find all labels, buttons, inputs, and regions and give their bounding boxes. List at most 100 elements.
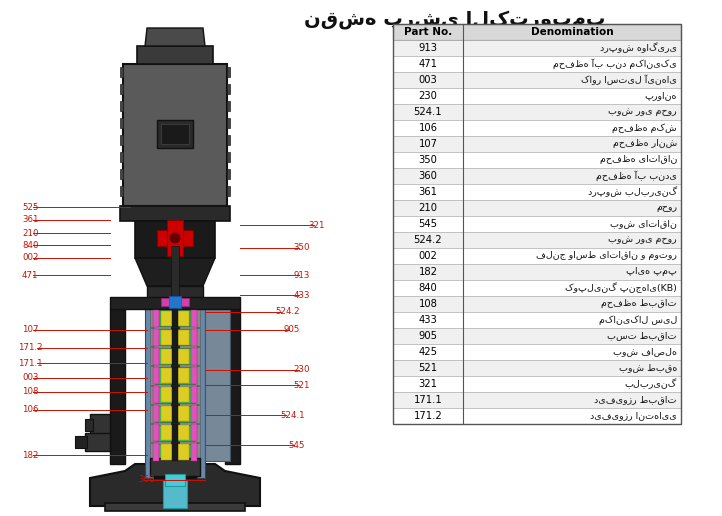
Bar: [150, 347, 200, 365]
Bar: [161, 124, 189, 144]
Bar: [123, 64, 227, 206]
Text: 471: 471: [22, 270, 38, 280]
Bar: [120, 101, 123, 111]
Bar: [225, 309, 240, 464]
Text: 350: 350: [419, 155, 438, 165]
Text: 108: 108: [419, 299, 438, 309]
Text: 171.2: 171.2: [18, 344, 43, 352]
Text: 003: 003: [419, 75, 438, 85]
Bar: [227, 135, 230, 145]
Bar: [155, 406, 173, 422]
Text: محور: محور: [656, 203, 677, 213]
Text: 321: 321: [308, 220, 325, 230]
Text: دیفیوزر طبقات: دیفیوزر طبقات: [594, 395, 677, 405]
Text: پروانه: پروانه: [645, 91, 677, 101]
Text: فلنج واسط یاتاقان و موتور: فلنج واسط یاتاقان و موتور: [536, 251, 677, 261]
Text: 425: 425: [419, 347, 438, 357]
Bar: [191, 386, 197, 403]
Text: 525: 525: [22, 202, 38, 212]
Text: بوش روی محور: بوش روی محور: [609, 235, 677, 245]
Bar: [120, 186, 123, 196]
Bar: [105, 503, 245, 511]
Bar: [110, 309, 125, 464]
Text: 171.1: 171.1: [18, 359, 43, 367]
Text: 182: 182: [22, 450, 38, 460]
Bar: [150, 366, 200, 384]
Bar: [167, 220, 183, 256]
Text: 433: 433: [294, 291, 310, 299]
Bar: [155, 386, 173, 402]
Bar: [153, 329, 159, 346]
Text: 002: 002: [419, 251, 438, 261]
Bar: [172, 385, 178, 404]
Text: 524.2: 524.2: [275, 308, 300, 316]
Text: بلبرینگ: بلبرینگ: [625, 379, 677, 390]
Bar: [191, 329, 197, 346]
Bar: [147, 286, 203, 298]
Bar: [393, 344, 681, 360]
Bar: [393, 24, 681, 424]
Text: 840: 840: [22, 240, 38, 250]
Text: بست طبقات: بست طبقات: [607, 331, 677, 341]
Bar: [393, 280, 681, 296]
Text: 230: 230: [294, 365, 310, 375]
Bar: [191, 367, 197, 384]
Text: 913: 913: [294, 270, 310, 280]
Text: 524.1: 524.1: [280, 411, 305, 420]
Text: 545: 545: [419, 219, 438, 229]
Text: محفظه آب بندی: محفظه آب بندی: [596, 171, 677, 181]
Text: 107: 107: [22, 326, 38, 334]
Bar: [155, 329, 173, 345]
Bar: [150, 328, 200, 346]
Bar: [120, 67, 123, 77]
Bar: [155, 348, 173, 364]
Bar: [120, 169, 123, 179]
Bar: [191, 443, 197, 460]
Text: 433: 433: [419, 315, 438, 325]
Text: 003: 003: [22, 374, 38, 382]
Bar: [393, 104, 681, 120]
Bar: [171, 246, 179, 486]
Text: 905: 905: [419, 331, 438, 341]
Bar: [393, 72, 681, 88]
Bar: [205, 306, 230, 461]
Bar: [161, 349, 189, 364]
Bar: [75, 436, 87, 448]
Text: 360: 360: [139, 476, 155, 485]
Bar: [150, 385, 200, 404]
Bar: [393, 40, 681, 56]
Bar: [137, 46, 213, 64]
Bar: [393, 184, 681, 200]
Text: 521: 521: [294, 380, 310, 390]
Text: 210: 210: [22, 229, 38, 237]
Bar: [197, 306, 205, 478]
Bar: [177, 425, 195, 441]
Bar: [172, 366, 178, 384]
Bar: [150, 309, 200, 327]
Bar: [191, 424, 197, 441]
Text: 840: 840: [419, 283, 438, 293]
Bar: [169, 296, 181, 308]
Text: مکانیکال سیل: مکانیکال سیل: [599, 315, 677, 325]
Bar: [145, 306, 153, 478]
Bar: [393, 312, 681, 328]
Text: 905: 905: [284, 326, 300, 334]
Text: بوش یاتاقان: بوش یاتاقان: [610, 219, 677, 229]
Bar: [393, 120, 681, 136]
Text: 230: 230: [419, 91, 438, 101]
Bar: [161, 330, 189, 345]
Bar: [227, 118, 230, 128]
Text: بوش روی محور: بوش روی محور: [609, 107, 677, 117]
Bar: [153, 443, 159, 460]
Bar: [165, 474, 185, 486]
Text: 106: 106: [22, 406, 38, 414]
Text: 002: 002: [22, 253, 38, 263]
Text: 108: 108: [22, 388, 38, 396]
Bar: [90, 414, 110, 436]
Bar: [181, 298, 189, 306]
Text: 182: 182: [419, 267, 438, 277]
Polygon shape: [145, 28, 205, 46]
Text: 106: 106: [419, 123, 438, 133]
Text: محفظه مکش: محفظه مکش: [612, 123, 677, 133]
Bar: [161, 425, 189, 440]
